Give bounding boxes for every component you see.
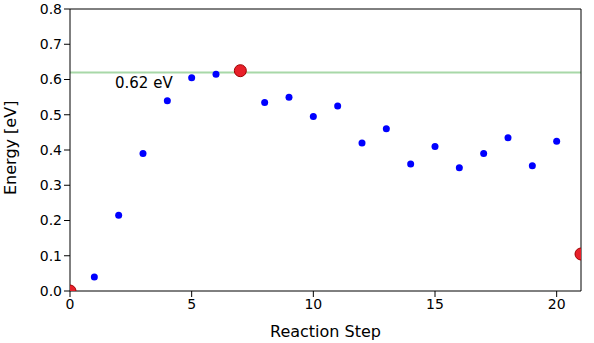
svg-text:5: 5 [187, 296, 196, 312]
svg-text:0.2: 0.2 [40, 212, 62, 228]
svg-text:0.1: 0.1 [40, 248, 62, 264]
svg-text:0.7: 0.7 [40, 36, 62, 52]
svg-text:0.0: 0.0 [40, 283, 62, 299]
svg-text:0.5: 0.5 [40, 107, 62, 123]
svg-text:0.62 eV: 0.62 eV [115, 74, 173, 92]
svg-text:Energy [eV]: Energy [eV] [1, 101, 20, 195]
svg-text:20: 20 [548, 296, 566, 312]
svg-text:10: 10 [304, 296, 322, 312]
svg-text:0.4: 0.4 [40, 142, 62, 158]
svg-text:0.8: 0.8 [40, 1, 62, 17]
svg-text:0: 0 [66, 296, 75, 312]
svg-text:15: 15 [426, 296, 444, 312]
svg-text:Reaction Step: Reaction Step [270, 322, 381, 341]
svg-text:0.3: 0.3 [40, 177, 62, 193]
svg-text:0.6: 0.6 [40, 71, 62, 87]
